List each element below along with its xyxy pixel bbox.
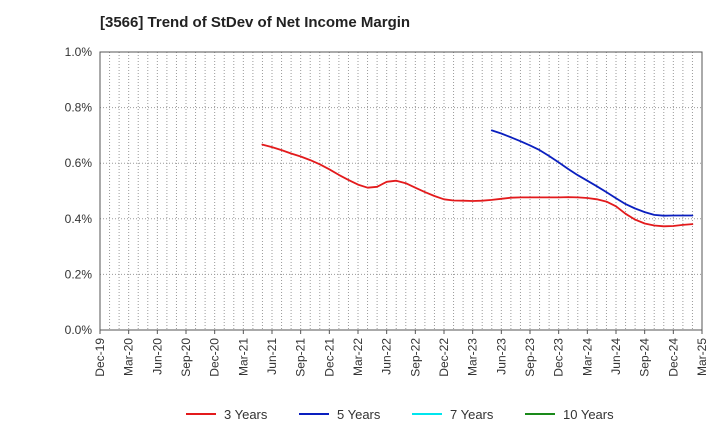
- y-tick-label: 1.0%: [65, 45, 93, 59]
- x-tick-label: Sep-21: [294, 338, 308, 377]
- y-tick-label: 0.2%: [65, 267, 93, 281]
- series-lines: [261, 129, 694, 228]
- legend-label: 7 Years: [450, 407, 494, 422]
- legend-label: 5 Years: [337, 407, 381, 422]
- y-tick-label: 0.0%: [65, 323, 93, 337]
- x-tick-label: Sep-20: [179, 338, 193, 377]
- x-tick-label: Mar-20: [122, 338, 136, 376]
- x-tick-label: Jun-23: [494, 338, 508, 375]
- axes: [99, 51, 703, 334]
- x-tick-labels: Dec-19 Mar-20 Jun-20 Sep-20 Dec-20 Mar-21 Jun-…: [93, 338, 709, 377]
- x-tick-label: Dec-23: [552, 338, 566, 377]
- x-tick-label: Mar-23: [466, 338, 480, 376]
- legend-label: 10 Years: [563, 407, 614, 422]
- x-tick-label: Sep-23: [523, 338, 537, 377]
- y-tick-label: 0.8%: [65, 101, 93, 115]
- grid: [100, 51, 702, 330]
- x-tick-label: Sep-24: [638, 338, 652, 377]
- x-tick-label: Dec-20: [208, 338, 222, 377]
- series-line-3-years: [261, 143, 694, 228]
- y-tick-label: 0.4%: [65, 212, 93, 226]
- x-tick-label: Dec-19: [93, 338, 107, 377]
- x-tick-label: Dec-21: [322, 338, 336, 377]
- x-tick-label: Jun-24: [609, 338, 623, 375]
- legend-label: 3 Years: [224, 407, 268, 422]
- x-tick-label: Mar-21: [236, 338, 250, 376]
- y-tick-labels: 0.0% 0.2% 0.4% 0.6% 0.8% 1.0%: [65, 45, 93, 337]
- x-tick-label: Jun-20: [150, 338, 164, 375]
- legend: 3 Years 5 Years 7 Years 10 Years: [186, 407, 614, 422]
- plot-frame: [99, 51, 703, 331]
- x-tick-label: Mar-22: [351, 338, 365, 376]
- series-line-5-years: [490, 129, 694, 217]
- chart-title: [3566] Trend of StDev of Net Income Marg…: [100, 14, 411, 31]
- x-tick-label: Jun-21: [265, 338, 279, 375]
- x-tick-label: Jun-22: [380, 338, 394, 375]
- x-tick-label: Mar-25: [695, 338, 709, 376]
- x-tick-label: Mar-24: [580, 338, 594, 376]
- x-tick-label: Dec-24: [666, 338, 680, 377]
- x-tick-label: Sep-22: [408, 338, 422, 377]
- x-tick-label: Dec-22: [437, 338, 451, 377]
- y-tick-label: 0.6%: [65, 156, 93, 170]
